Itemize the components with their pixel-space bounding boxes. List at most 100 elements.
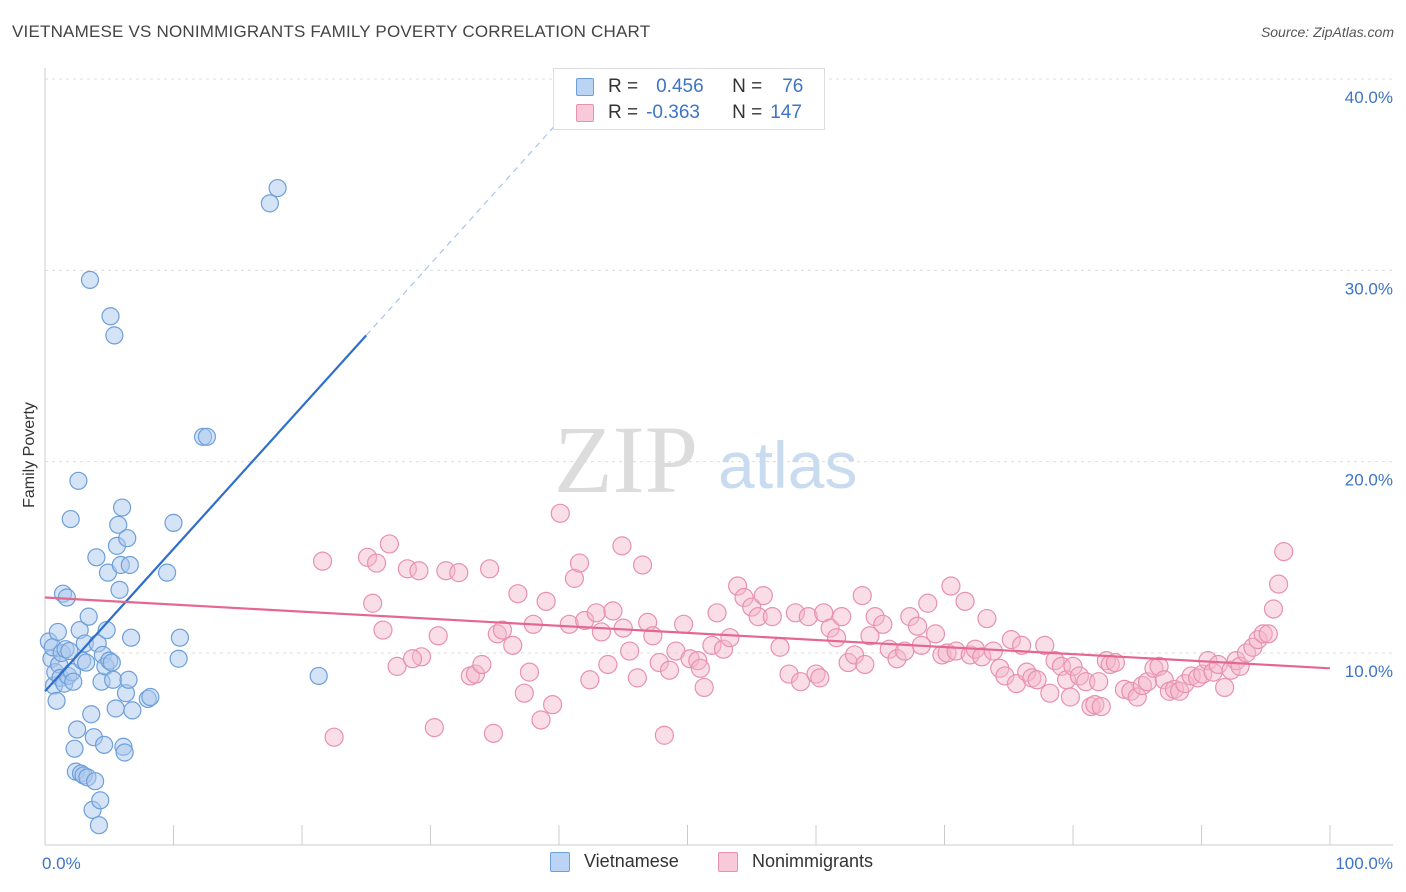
nonimmigrants-point (1127, 687, 1147, 707)
stats-row-vietnamese: R = 0.456 N = 76 (576, 75, 803, 99)
gridlines (45, 78, 1393, 654)
nonimmigrants-point (598, 654, 618, 675)
nonimmigrants-point (424, 718, 444, 738)
vietnamese-trend-line (44, 334, 368, 693)
nonimmigrants-point (1132, 675, 1152, 696)
nonimmigrants-point (728, 576, 748, 596)
nonimmigrants-point (972, 647, 992, 667)
nonimmigrants-point (887, 649, 907, 669)
nonimmigrants-point (688, 651, 708, 671)
nonimmigrants-point (1001, 630, 1021, 650)
nonimmigrants-point (925, 624, 946, 644)
nonimmigrants-point (575, 610, 595, 631)
vietnamese-swatch (576, 78, 594, 96)
nonimmigrants-point (762, 607, 782, 627)
nonimmigrants-point (806, 664, 826, 684)
y-tick-label: 20.0% (1345, 471, 1393, 490)
nonimmigrants-point (1253, 624, 1273, 644)
vietnamese-trend-extension (365, 120, 560, 336)
nonimmigrants-point (977, 608, 997, 629)
nonimmigrants-point (603, 601, 623, 621)
nonimmigrants-point (790, 672, 811, 692)
vietnamese-point (89, 816, 109, 835)
nonimmigrants-point (620, 641, 640, 661)
nonimmigrants-point (586, 603, 606, 623)
nonimmigrants-point (838, 652, 858, 673)
vietnamese-point (65, 739, 84, 758)
vietnamese-point (121, 628, 141, 647)
nonimmigrants-point (449, 563, 469, 583)
nonimmigrants-point (860, 626, 880, 646)
vietnamese-point (91, 791, 110, 810)
nonimmigrants-point (1063, 656, 1083, 676)
nonimmigrants-point (363, 593, 383, 613)
nonimmigrants-point (770, 637, 790, 657)
nonimmigrants-point (742, 597, 762, 617)
correlation-stats-box: R = 0.456 N = 76 R = -0.363 N = 147 (553, 68, 825, 130)
nonimmigrants-point (1040, 683, 1060, 703)
nonimmigrants-point (503, 635, 523, 655)
vietnamese-point (109, 515, 128, 534)
vietnamese-point (48, 622, 67, 642)
nonimmigrants-point (720, 628, 740, 648)
nonimmigrants-point (1105, 652, 1126, 673)
tick-labels: 10.0% 20.0% 30.0% 40.0% 0.0% 100.0% (42, 88, 1393, 873)
stats-row-nonimmigrants: R = -0.363 N = 147 (576, 101, 802, 125)
vietnamese-point (77, 653, 96, 672)
y-tick-label: 40.0% (1345, 88, 1393, 107)
nonimmigrants-point (508, 584, 528, 604)
r-value: -0.363 (646, 102, 700, 123)
nonimmigrants-point (832, 607, 852, 627)
vietnamese-point (87, 548, 106, 567)
watermark: ZIP atlas (554, 406, 857, 513)
nonimmigrants-point (713, 639, 734, 659)
nonimmigrants-swatch (576, 104, 594, 122)
vietnamese-point (115, 743, 134, 762)
watermark-zip: ZIP (554, 406, 698, 513)
nonimmigrants-point (591, 622, 612, 642)
nonimmigrants-point (379, 534, 399, 554)
nonimmigrants-trend-line (44, 596, 1331, 670)
vietnamese-point (169, 649, 188, 668)
x-tick-label: 0.0% (42, 854, 81, 873)
legend-swatch-nonimmigrants (718, 851, 738, 872)
vietnamese-point (102, 653, 121, 672)
vietnamese-point (101, 307, 120, 326)
nonimmigrants-point (480, 559, 500, 579)
vietnamese-point (110, 580, 129, 599)
x-tick-label: 100.0% (1335, 854, 1393, 873)
nonimmigrants-point (826, 628, 847, 648)
nonimmigrants-point (487, 624, 507, 644)
r-value: 0.456 (656, 76, 704, 97)
vietnamese-point (69, 471, 88, 490)
y-tick-label: 30.0% (1345, 279, 1393, 298)
vietnamese-point (170, 628, 190, 647)
nonimmigrants-point (659, 660, 680, 680)
vietnamese-point (104, 670, 123, 689)
nonimmigrants-point (564, 568, 585, 588)
nonimmigrants-point (855, 654, 875, 675)
vietnamese-point (106, 699, 125, 718)
vietnamese-point (105, 326, 124, 345)
nonimmigrants-point (1268, 574, 1289, 594)
legend: Vietnamese Nonimmigrants (0, 851, 1406, 877)
nonimmigrants-point (1215, 677, 1235, 698)
r-label: R = (608, 102, 639, 123)
nonimmigrants-point (1091, 696, 1111, 717)
vietnamese-point (68, 720, 87, 739)
legend-label-nonimmigrants: Nonimmigrants (752, 851, 874, 871)
nonimmigrants-point (373, 620, 393, 640)
nonimmigrants-point (734, 587, 754, 608)
nonimmigrants-point (550, 503, 570, 523)
nonimmigrants-point (1011, 635, 1032, 655)
nonimmigrants-point (1248, 630, 1268, 650)
nonimmigrants-point (873, 614, 893, 634)
nonimmigrants-point (1154, 670, 1174, 690)
nonimmigrants-point (779, 664, 799, 684)
nonimmigrants-point (514, 683, 534, 703)
vietnamese-point (82, 705, 101, 724)
nonimmigrants-point (895, 641, 915, 661)
nonimmigrants-point (536, 591, 556, 611)
nonimmigrants-point (1263, 599, 1284, 619)
nonimmigrants-point (820, 618, 840, 638)
